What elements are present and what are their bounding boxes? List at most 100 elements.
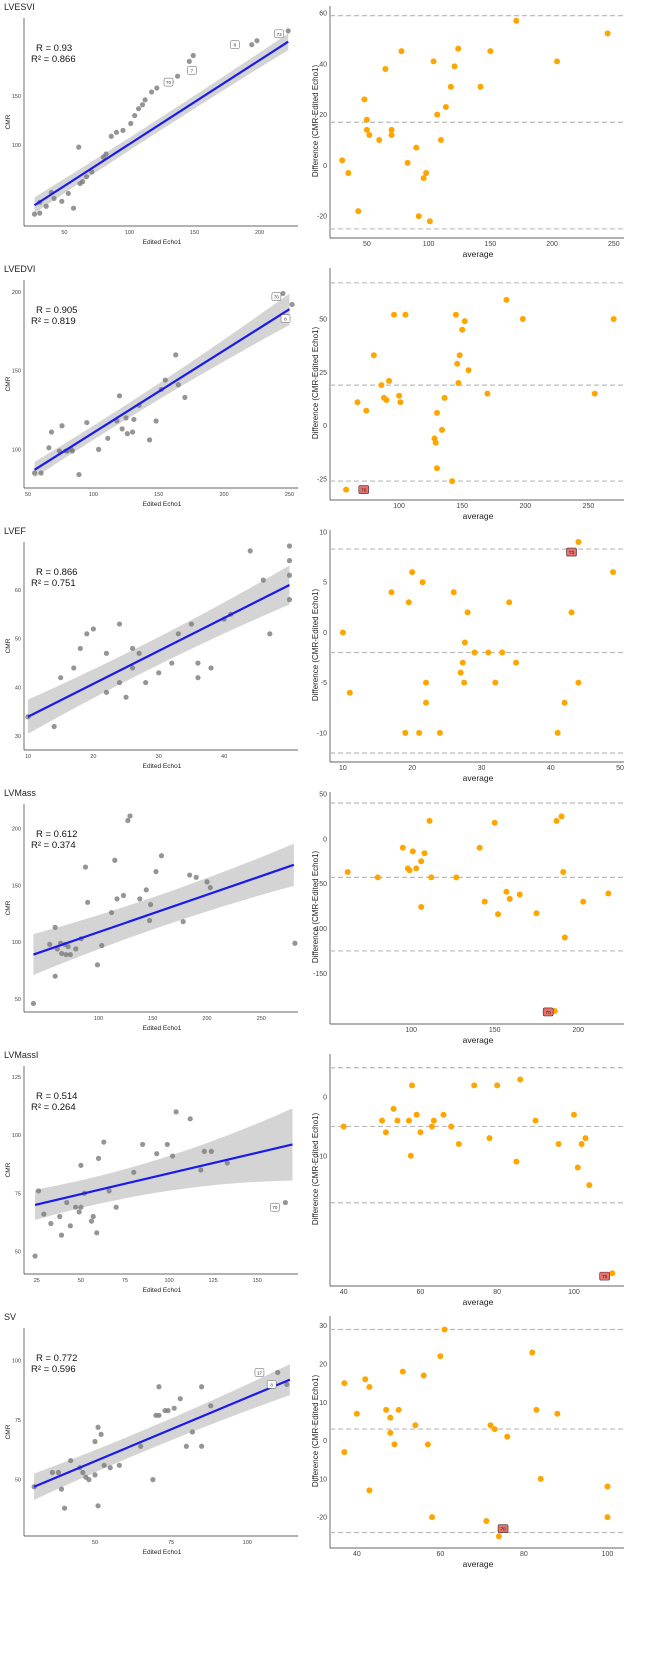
ba-y-tick-label: -20	[317, 1515, 327, 1522]
scatter-point	[156, 1384, 162, 1390]
ba-y-tick-label: -25	[317, 476, 327, 483]
x-tick-label: 200	[220, 492, 229, 498]
ba-point	[471, 1082, 478, 1089]
ba-point	[439, 426, 446, 433]
ba-point	[413, 144, 420, 151]
ba-x-tick-label: 40	[353, 1551, 361, 1558]
ba-point	[610, 569, 617, 576]
scatter-point	[30, 1000, 37, 1007]
scatter-point	[95, 1155, 102, 1161]
ba-point	[492, 679, 499, 686]
ba-y-tick-label: -5	[321, 680, 327, 687]
ba-point	[459, 326, 466, 333]
scatter-point	[198, 1443, 205, 1449]
ba-x-tick-label: 40	[547, 765, 555, 772]
ba-point	[355, 208, 362, 215]
scatter-point	[61, 1505, 68, 1511]
ba-y-tick-label: 30	[319, 1323, 327, 1330]
scatter-point	[137, 896, 143, 902]
ba-point	[406, 867, 413, 874]
ba-point	[409, 569, 416, 576]
x-axis-label: Edited Echo1	[143, 501, 182, 508]
ba-y-tick-label: -10	[317, 1153, 327, 1160]
ba-point	[408, 1082, 415, 1089]
scatter-point	[193, 874, 199, 880]
ba-point	[570, 1111, 577, 1118]
scatter-point	[82, 864, 89, 870]
scatter-point	[124, 431, 130, 437]
scatter-point	[207, 884, 213, 891]
scatter-point	[136, 650, 142, 656]
scatter-point	[146, 917, 153, 924]
ba-point	[415, 213, 422, 220]
ba-flag-box	[599, 1271, 610, 1281]
ba-x-tick-label: 100	[423, 241, 435, 248]
ba-point	[532, 1117, 539, 1124]
ba-point	[413, 865, 420, 872]
point-label: 8	[284, 317, 287, 322]
panel-title: SV	[4, 1312, 16, 1322]
ba-point	[558, 813, 565, 820]
x-tick-label: 50	[25, 492, 31, 498]
scatter-point	[94, 1230, 100, 1236]
ba-point	[423, 170, 430, 177]
ba-point	[575, 679, 582, 686]
ba-point	[424, 1441, 431, 1448]
ba-point	[418, 858, 425, 865]
point-label-box	[163, 77, 174, 87]
scatter-point	[156, 670, 162, 676]
scatter-point	[32, 1253, 38, 1259]
scatter-point	[105, 435, 111, 441]
panel-title: LVMass	[4, 788, 36, 798]
ba-point	[574, 1164, 581, 1171]
scatter-point	[150, 1477, 156, 1483]
ba-point	[399, 1368, 406, 1375]
ba-x-tick-label: 80	[493, 1289, 501, 1296]
y-axis-label: CMR	[5, 900, 12, 915]
ba-point	[465, 367, 472, 374]
scatter-point	[138, 1443, 144, 1449]
scatter-point	[187, 872, 193, 878]
ba-flag-label: 70	[361, 488, 367, 493]
x-axis-label: Edited Echo1	[143, 1287, 182, 1294]
scatter-point	[59, 950, 65, 957]
x-tick-label: 250	[285, 492, 294, 498]
scatter-point	[190, 52, 196, 59]
scatter-point	[195, 675, 201, 681]
ba-point	[353, 1410, 360, 1417]
ba-point	[432, 439, 439, 446]
scatter-point	[135, 106, 142, 112]
scatter-point	[116, 679, 123, 686]
ba-point	[604, 30, 611, 37]
ba-point	[417, 1129, 424, 1136]
ba-point	[437, 137, 444, 144]
x-tick-label: 100	[243, 1540, 252, 1546]
panel-lvmassi: LVMassI 25 50 75 100 125 150 50 75 100 125 Edited E…	[4, 1050, 624, 1307]
ba-point	[604, 1483, 611, 1490]
x-axis-label: Edited Echo1	[143, 763, 182, 770]
scatter-point	[171, 1405, 177, 1411]
scatter-point	[286, 597, 293, 603]
ba-point	[537, 1475, 544, 1482]
scatter-point	[119, 426, 125, 432]
x-tick-label: 50	[92, 1540, 98, 1546]
ba-point	[382, 1129, 389, 1136]
ba-point	[402, 311, 409, 318]
scatter-point	[71, 665, 77, 671]
scatter-point	[49, 1469, 55, 1476]
ba-point	[575, 539, 582, 546]
ba-point	[604, 1514, 611, 1521]
ba-point	[388, 589, 395, 596]
scatter-point	[148, 901, 154, 908]
scatter-point	[123, 694, 129, 700]
ba-point	[339, 157, 346, 164]
ba-point	[391, 311, 398, 318]
ba-point	[426, 218, 433, 225]
scatter-point	[94, 962, 101, 968]
x-tick-label: 100	[125, 230, 134, 236]
scatter-point	[68, 1457, 74, 1464]
x-tick-label: 200	[255, 230, 264, 236]
ba-point	[441, 394, 448, 401]
x-tick-label: 40	[221, 754, 227, 760]
